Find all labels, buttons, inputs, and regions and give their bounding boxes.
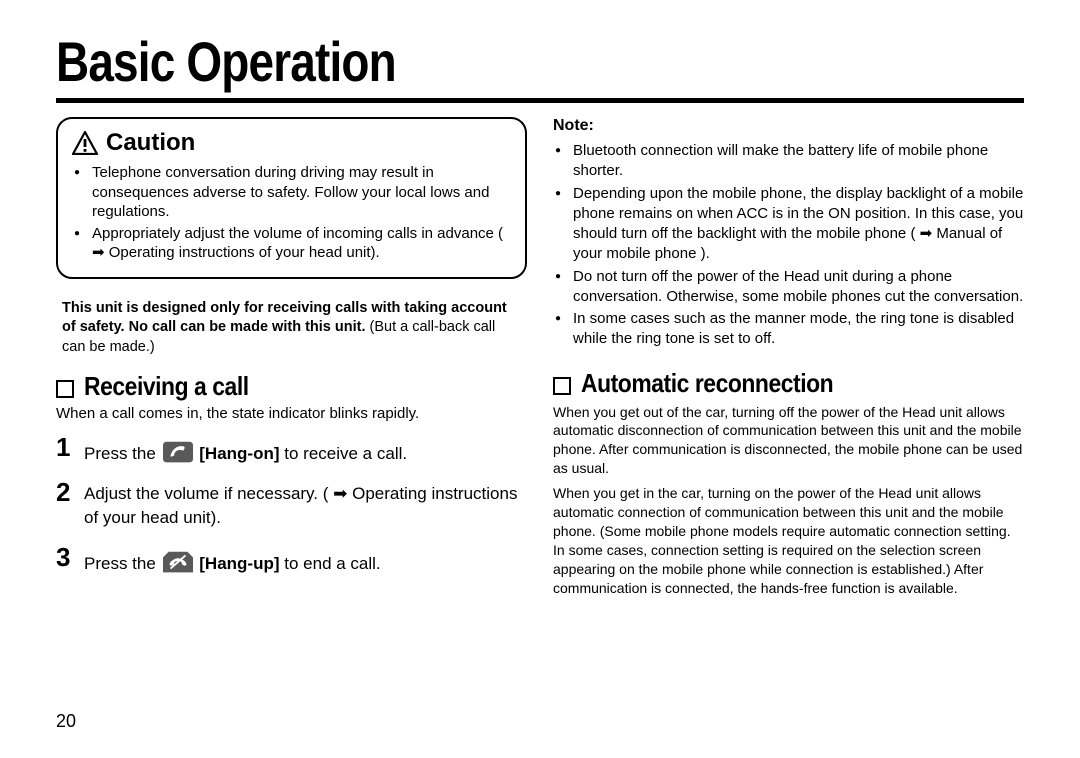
caution-item: Appropriately adjust the volume of incom… — [90, 224, 511, 263]
auto-paragraph: When you get out of the car, turning off… — [553, 403, 1024, 479]
step-bold: [Hang-up] — [195, 554, 280, 573]
steps-list: 1 Press the [Hang-on] to receive a call. 2… — [56, 434, 527, 576]
manual-page: Basic Operation Caution Telephone conver… — [0, 0, 1080, 758]
step-text: Adjust the volume if necessary. ( ➡ Oper… — [84, 484, 517, 527]
step-text: Press the — [84, 444, 161, 463]
note-item: Bluetooth connection will make the batte… — [571, 141, 1024, 182]
caution-box: Caution Telephone conversation during dr… — [56, 117, 527, 279]
step: 3 Press the [Hang-up] to end a call. — [56, 544, 527, 576]
warning-icon — [72, 131, 98, 155]
hang-up-icon — [163, 551, 193, 573]
section-auto-title: Automatic reconnection — [581, 368, 833, 399]
design-note: This unit is designed only for receiving… — [56, 299, 527, 358]
step-number: 1 — [56, 434, 76, 460]
section-auto-header: Automatic reconnection — [553, 368, 1024, 399]
content-columns: Caution Telephone conversation during dr… — [56, 117, 1024, 597]
caution-label: Caution — [106, 129, 195, 157]
step-body: Press the [Hang-up] to end a call. — [84, 544, 381, 576]
hang-on-icon — [163, 441, 193, 463]
step-number: 2 — [56, 479, 76, 505]
step-bold: [Hang-on] — [195, 444, 280, 463]
step-number: 3 — [56, 544, 76, 570]
step: 1 Press the [Hang-on] to receive a call. — [56, 434, 527, 466]
caution-list: Telephone conversation during driving ma… — [72, 163, 511, 263]
step-text: to receive a call. — [280, 444, 408, 463]
checkbox-icon — [553, 377, 571, 395]
auto-paragraph: When you get in the car, turning on the … — [553, 484, 1024, 597]
note-label: Note: — [553, 117, 1024, 135]
caution-header: Caution — [72, 129, 511, 157]
left-column: Caution Telephone conversation during dr… — [56, 117, 527, 597]
note-item: In some cases such as the manner mode, t… — [571, 309, 1024, 350]
page-title: Basic Operation — [56, 34, 850, 90]
section-receiving-header: Receiving a call — [56, 371, 527, 402]
step: 2 Adjust the volume if necessary. ( ➡ Ope… — [56, 479, 527, 530]
section-receiving-title: Receiving a call — [84, 371, 249, 402]
note-block: Note: Bluetooth connection will make the… — [553, 117, 1024, 350]
note-item: Do not turn off the power of the Head un… — [571, 267, 1024, 308]
page-number: 20 — [56, 711, 76, 732]
right-column: Note: Bluetooth connection will make the… — [553, 117, 1024, 597]
receiving-subline: When a call comes in, the state indicato… — [56, 404, 527, 424]
step-body: Press the [Hang-on] to receive a call. — [84, 434, 407, 466]
checkbox-icon — [56, 380, 74, 398]
step-text: Press the — [84, 554, 161, 573]
step-body: Adjust the volume if necessary. ( ➡ Oper… — [84, 479, 527, 530]
note-item: Depending upon the mobile phone, the dis… — [571, 184, 1024, 265]
title-rule — [56, 98, 1024, 103]
caution-item: Telephone conversation during driving ma… — [90, 163, 511, 222]
note-list: Bluetooth connection will make the batte… — [553, 141, 1024, 350]
step-text: to end a call. — [280, 554, 381, 573]
